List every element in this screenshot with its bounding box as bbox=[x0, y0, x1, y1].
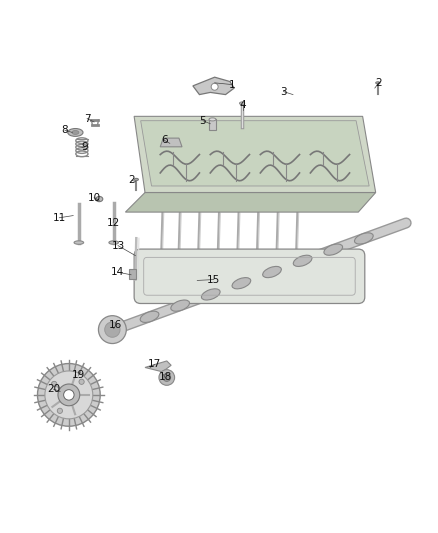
Circle shape bbox=[58, 384, 80, 406]
Text: 2: 2 bbox=[129, 175, 135, 185]
FancyBboxPatch shape bbox=[134, 249, 365, 303]
Text: 11: 11 bbox=[53, 213, 66, 223]
Circle shape bbox=[79, 379, 84, 384]
Polygon shape bbox=[145, 361, 171, 372]
Text: 16: 16 bbox=[109, 320, 123, 330]
Text: 13: 13 bbox=[111, 240, 125, 251]
Circle shape bbox=[64, 390, 74, 400]
Ellipse shape bbox=[209, 118, 216, 121]
Text: 18: 18 bbox=[159, 373, 172, 383]
Ellipse shape bbox=[324, 244, 343, 255]
Text: 4: 4 bbox=[240, 100, 246, 110]
Circle shape bbox=[52, 381, 57, 386]
Circle shape bbox=[211, 83, 218, 90]
Ellipse shape bbox=[74, 241, 84, 244]
Text: 19: 19 bbox=[72, 370, 85, 381]
Polygon shape bbox=[193, 77, 234, 94]
Text: 14: 14 bbox=[111, 267, 124, 277]
Text: 20: 20 bbox=[47, 384, 60, 394]
Text: 1: 1 bbox=[229, 79, 235, 90]
Circle shape bbox=[38, 364, 100, 426]
Bar bbox=[129, 269, 136, 279]
Ellipse shape bbox=[134, 179, 138, 181]
Circle shape bbox=[57, 408, 63, 414]
Ellipse shape bbox=[68, 128, 83, 136]
Circle shape bbox=[163, 374, 171, 382]
Circle shape bbox=[45, 371, 93, 419]
Text: 5: 5 bbox=[200, 116, 206, 126]
Polygon shape bbox=[125, 192, 376, 212]
Text: 8: 8 bbox=[62, 125, 68, 135]
Ellipse shape bbox=[109, 241, 118, 244]
Ellipse shape bbox=[293, 255, 312, 266]
Text: 17: 17 bbox=[148, 359, 161, 369]
Text: 3: 3 bbox=[280, 86, 287, 96]
Ellipse shape bbox=[113, 319, 125, 336]
Ellipse shape bbox=[72, 131, 79, 134]
Ellipse shape bbox=[354, 233, 373, 244]
Bar bbox=[209, 119, 216, 130]
Ellipse shape bbox=[171, 300, 190, 311]
Polygon shape bbox=[134, 116, 376, 192]
Ellipse shape bbox=[263, 266, 281, 278]
Text: 2: 2 bbox=[375, 78, 382, 88]
Text: 7: 7 bbox=[84, 114, 90, 124]
Text: 15: 15 bbox=[207, 274, 220, 285]
Text: 12: 12 bbox=[106, 217, 120, 228]
Circle shape bbox=[159, 370, 175, 385]
Circle shape bbox=[105, 322, 120, 337]
Text: 10: 10 bbox=[88, 193, 101, 203]
Polygon shape bbox=[141, 120, 369, 186]
Ellipse shape bbox=[376, 82, 380, 84]
Ellipse shape bbox=[240, 102, 245, 104]
Ellipse shape bbox=[201, 289, 220, 300]
Circle shape bbox=[99, 316, 126, 344]
Ellipse shape bbox=[232, 278, 251, 289]
Ellipse shape bbox=[140, 311, 159, 322]
Text: 9: 9 bbox=[81, 142, 88, 152]
Text: 6: 6 bbox=[161, 135, 167, 146]
Ellipse shape bbox=[96, 197, 103, 201]
Polygon shape bbox=[160, 138, 182, 147]
